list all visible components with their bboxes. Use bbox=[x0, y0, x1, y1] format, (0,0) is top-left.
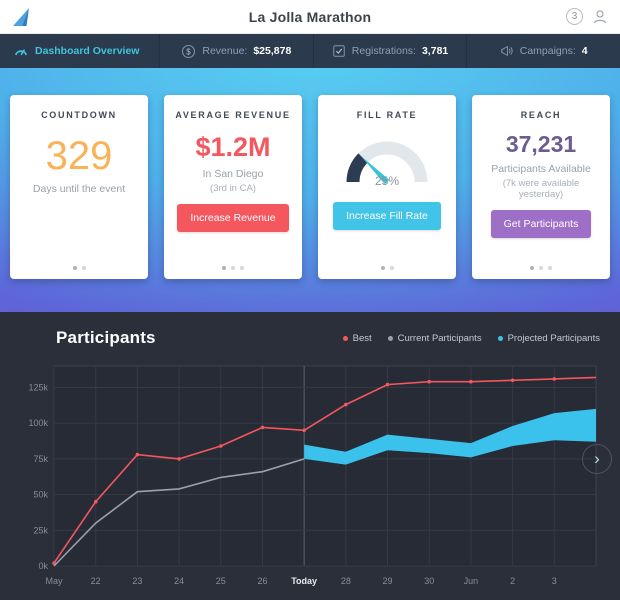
svg-text:50k: 50k bbox=[33, 490, 48, 500]
carousel-dot[interactable] bbox=[530, 266, 534, 270]
carousel-dot[interactable] bbox=[240, 266, 244, 270]
carousel-dot[interactable] bbox=[380, 266, 385, 270]
countdown-value: 329 bbox=[45, 134, 113, 178]
user-button[interactable] bbox=[592, 9, 608, 25]
participants-section: Participants Best Current Participants Pro… bbox=[0, 312, 620, 600]
reach-value: 37,231 bbox=[505, 131, 577, 157]
nav-stat-value: 3,781 bbox=[421, 45, 449, 57]
carousel-dot[interactable] bbox=[231, 266, 235, 270]
svg-text:25: 25 bbox=[216, 576, 226, 586]
svg-text:0k: 0k bbox=[38, 561, 48, 571]
hero-section: COUNTDOWN 329 Days until the event AVERA… bbox=[0, 68, 620, 312]
revenue-subcaption: (3rd in CA) bbox=[210, 183, 256, 194]
card-title: FILL RATE bbox=[356, 110, 418, 120]
page-title: La Jolla Marathon bbox=[248, 8, 372, 25]
chevron-right-icon: › bbox=[594, 448, 600, 468]
nav-stat-label: Registrations: bbox=[351, 45, 416, 57]
increase-revenue-button[interactable]: Increase Revenue bbox=[177, 204, 289, 232]
revenue-caption: In San Diego bbox=[202, 168, 264, 180]
user-icon bbox=[593, 9, 607, 23]
get-participants-button[interactable]: Get Participants bbox=[490, 210, 592, 238]
carousel-dots[interactable] bbox=[10, 266, 148, 270]
app-header: La Jolla Marathon 3 bbox=[0, 0, 620, 34]
countdown-card: COUNTDOWN 329 Days until the event bbox=[10, 95, 148, 279]
carousel-dot[interactable] bbox=[222, 266, 226, 270]
carousel-dots[interactable] bbox=[164, 266, 302, 270]
carousel-dot[interactable] bbox=[81, 266, 86, 270]
svg-text:24: 24 bbox=[174, 576, 184, 586]
legend-dot bbox=[342, 335, 348, 341]
reach-subcaption: (7k were available yesterday) bbox=[502, 178, 580, 200]
carousel-dots[interactable] bbox=[472, 266, 610, 270]
chart-title: Participants bbox=[56, 328, 156, 347]
carousel-dot[interactable] bbox=[548, 266, 552, 270]
svg-text:100k: 100k bbox=[28, 418, 48, 428]
legend-item: Best bbox=[342, 333, 372, 344]
svg-text:28: 28 bbox=[341, 576, 351, 586]
svg-text:22: 22 bbox=[91, 576, 101, 586]
svg-text:$: $ bbox=[187, 47, 192, 56]
legend-item: Current Participants bbox=[387, 333, 482, 344]
svg-text:125k: 125k bbox=[28, 382, 48, 392]
svg-text:75k: 75k bbox=[33, 454, 48, 464]
svg-text:Jun: Jun bbox=[464, 576, 479, 586]
stats-navbar: Dashboard Overview $ Revenue: $25,878 Re… bbox=[0, 34, 620, 68]
svg-text:3: 3 bbox=[552, 576, 557, 586]
increase-fill-rate-button[interactable]: Increase Fill Rate bbox=[333, 202, 441, 230]
legend-item: Projected Participants bbox=[497, 333, 600, 344]
nav-stat-label: Revenue: bbox=[202, 45, 248, 57]
fill-rate-gauge: 25% bbox=[339, 136, 435, 188]
svg-text:May: May bbox=[45, 576, 63, 586]
dashboard-icon bbox=[14, 49, 28, 56]
svg-text:29: 29 bbox=[383, 576, 393, 586]
reach-caption: Participants Available bbox=[491, 163, 591, 175]
gauge-arc bbox=[346, 141, 428, 185]
svg-text:2: 2 bbox=[510, 576, 515, 586]
svg-text:30: 30 bbox=[424, 576, 434, 586]
nav-stat-value: 4 bbox=[581, 45, 588, 57]
svg-text:Today: Today bbox=[291, 576, 317, 586]
checkbox-icon bbox=[333, 45, 345, 57]
svg-text:25k: 25k bbox=[33, 525, 48, 535]
legend-dot bbox=[497, 335, 503, 341]
fill-rate-card: FILL RATE 25% Increase Fill Rate bbox=[318, 95, 456, 279]
carousel-dots[interactable] bbox=[318, 266, 456, 270]
card-title: AVERAGE REVENUE bbox=[175, 110, 291, 120]
nav-stat-label: Campaigns: bbox=[519, 45, 576, 57]
nav-stat-registrations[interactable]: Registrations: 3,781 bbox=[314, 34, 468, 68]
nav-stat-campaigns[interactable]: Campaigns: 4 bbox=[467, 34, 620, 68]
carousel-dot[interactable] bbox=[539, 266, 543, 270]
average-revenue-card: AVERAGE REVENUE $1.2M In San Diego (3rd … bbox=[164, 95, 302, 279]
notification-badge[interactable]: 3 bbox=[566, 8, 583, 25]
dollar-icon: $ bbox=[182, 44, 196, 58]
nav-dashboard-label: Dashboard Overview bbox=[35, 45, 140, 57]
card-title: REACH bbox=[520, 110, 562, 120]
reach-card: REACH 37,231 Participants Available (7k … bbox=[472, 95, 610, 279]
megaphone-icon bbox=[501, 45, 513, 57]
app-logo[interactable] bbox=[12, 7, 34, 27]
revenue-value: $1.2M bbox=[195, 132, 271, 162]
carousel-dot[interactable] bbox=[389, 266, 394, 270]
legend-dot bbox=[387, 335, 393, 341]
svg-text:23: 23 bbox=[132, 576, 142, 586]
next-period-button[interactable]: › bbox=[582, 444, 612, 474]
svg-text:26: 26 bbox=[257, 576, 267, 586]
carousel-dot[interactable] bbox=[72, 266, 77, 270]
nav-stat-value: $25,878 bbox=[253, 45, 292, 57]
countdown-caption: Days until the event bbox=[32, 183, 126, 195]
chart-legend: Best Current Participants Projected Partic… bbox=[342, 333, 600, 344]
card-title: COUNTDOWN bbox=[41, 110, 117, 120]
nav-stat-revenue[interactable]: $ Revenue: $25,878 bbox=[160, 34, 314, 68]
gauge-value: 25% bbox=[374, 174, 400, 188]
nav-dashboard-overview[interactable]: Dashboard Overview bbox=[0, 34, 160, 68]
